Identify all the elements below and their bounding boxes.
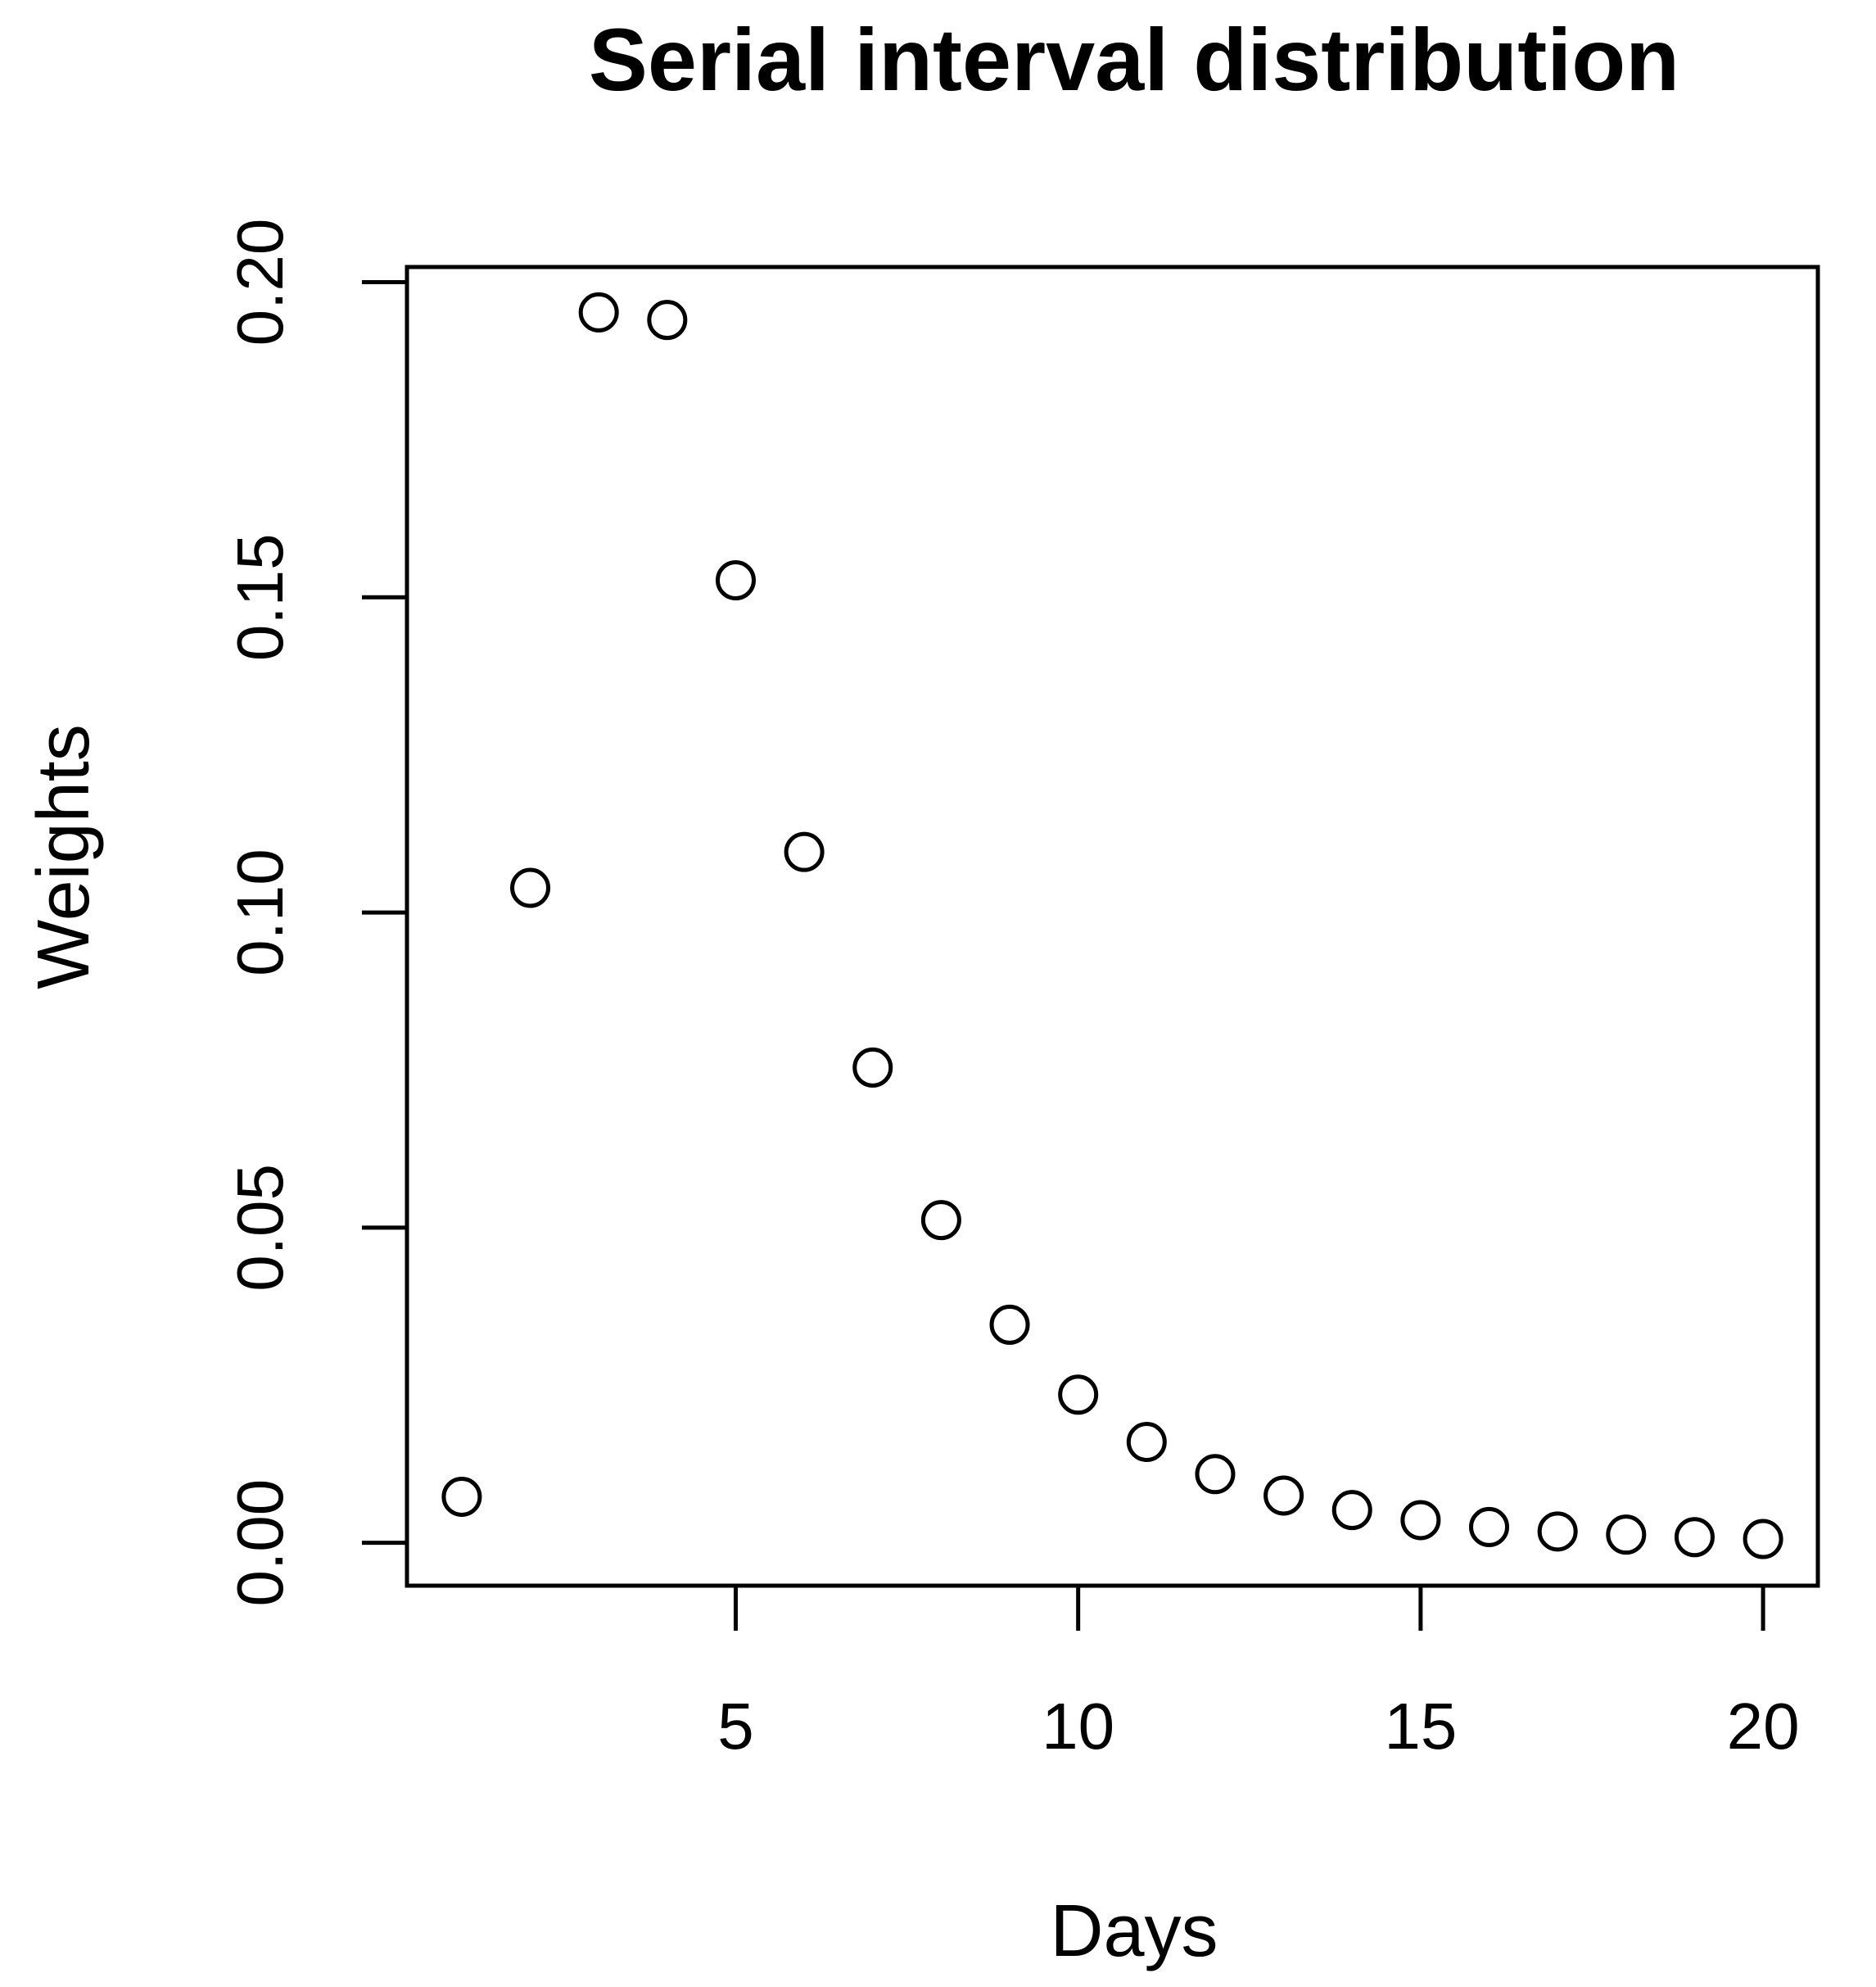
data-point bbox=[1195, 1454, 1236, 1495]
data-point bbox=[852, 1047, 893, 1088]
data-point bbox=[1400, 1500, 1441, 1541]
x-tick-label: 5 bbox=[717, 1690, 754, 1763]
data-point bbox=[715, 559, 756, 600]
data-point bbox=[1469, 1506, 1510, 1547]
plot-frame bbox=[405, 265, 1820, 1588]
x-axis-label: Days bbox=[1050, 1890, 1218, 1972]
data-point bbox=[441, 1476, 482, 1517]
data-point bbox=[1126, 1422, 1167, 1463]
y-tick-label: 0.10 bbox=[224, 849, 296, 976]
chart-title: Serial interval distribution bbox=[589, 10, 1679, 109]
x-tick-label: 20 bbox=[1727, 1690, 1800, 1763]
data-point bbox=[1606, 1514, 1647, 1555]
y-tick-label: 0.00 bbox=[224, 1479, 296, 1607]
x-tick-label: 10 bbox=[1042, 1690, 1114, 1763]
data-point bbox=[1058, 1374, 1099, 1415]
x-axis: 5 10 15 20 bbox=[717, 1583, 1800, 1763]
data-point bbox=[1331, 1490, 1372, 1531]
data-point bbox=[1674, 1517, 1715, 1558]
data-point bbox=[578, 292, 619, 333]
x-tick-label: 15 bbox=[1384, 1690, 1457, 1763]
data-point bbox=[1263, 1475, 1304, 1516]
y-axis: 0.00 0.05 0.10 0.15 0.20 bbox=[224, 219, 409, 1607]
data-point bbox=[647, 300, 688, 341]
data-point bbox=[510, 867, 551, 908]
y-tick-label: 0.20 bbox=[224, 219, 296, 346]
y-tick-label: 0.15 bbox=[224, 533, 296, 661]
data-points bbox=[441, 292, 1783, 1559]
y-tick-label: 0.05 bbox=[224, 1164, 296, 1292]
y-axis-label: Weights bbox=[23, 724, 105, 989]
data-point bbox=[784, 831, 825, 872]
data-point bbox=[989, 1304, 1030, 1345]
data-point bbox=[1537, 1511, 1578, 1552]
data-point bbox=[920, 1200, 961, 1241]
data-point bbox=[1743, 1519, 1783, 1559]
